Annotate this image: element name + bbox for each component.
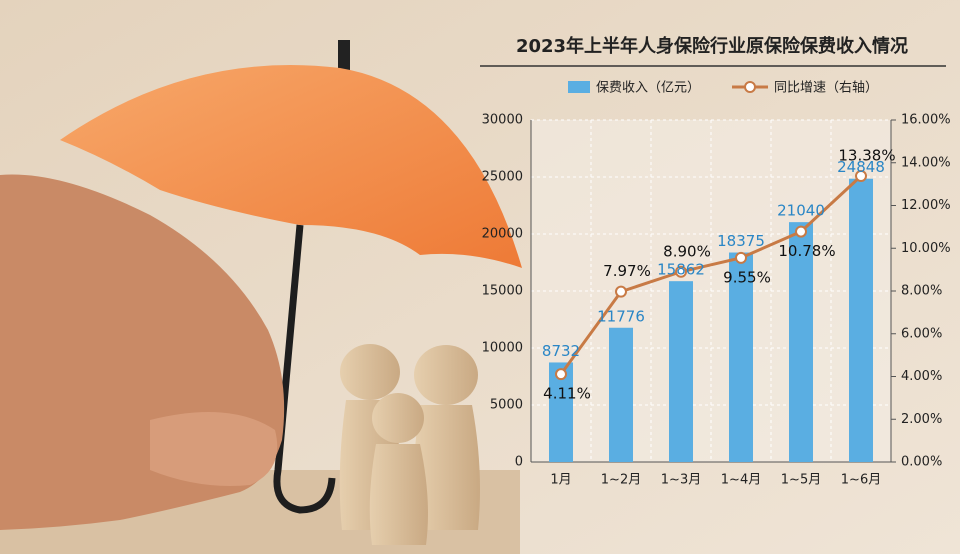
x-tick-label: 1~3月 bbox=[661, 473, 701, 488]
bar bbox=[609, 327, 633, 462]
y2-tick-label: 16.00% bbox=[901, 113, 951, 128]
x-tick-label: 1~4月 bbox=[721, 473, 761, 488]
y-tick-label: 30000 bbox=[482, 113, 523, 128]
x-tick-label: 1月 bbox=[550, 473, 571, 488]
value-label: 9.55% bbox=[723, 268, 771, 286]
value-label: 7.97% bbox=[603, 262, 651, 280]
marker bbox=[555, 368, 567, 381]
photo bbox=[0, 40, 522, 554]
bar bbox=[849, 178, 873, 463]
bar bbox=[729, 252, 753, 462]
figure-head bbox=[340, 344, 400, 400]
marker bbox=[795, 225, 807, 238]
y2-tick-label: 2.00% bbox=[901, 412, 942, 427]
thumb bbox=[150, 412, 278, 486]
value-label: 10.78% bbox=[778, 242, 835, 260]
legend-swatch bbox=[568, 81, 590, 93]
y-tick-label: 0 bbox=[515, 455, 523, 470]
legend-swatch bbox=[744, 81, 757, 93]
value-label: 24848 bbox=[837, 158, 885, 176]
y2-tick-label: 12.00% bbox=[901, 198, 951, 213]
figure-head bbox=[372, 393, 424, 443]
bar bbox=[789, 222, 813, 462]
y2-tick-label: 14.00% bbox=[901, 155, 951, 170]
value-label: 4.11% bbox=[543, 385, 591, 403]
marker bbox=[855, 170, 867, 183]
y-tick-label: 20000 bbox=[482, 227, 523, 242]
y-tick-label: 10000 bbox=[482, 341, 523, 356]
umbrella bbox=[60, 65, 522, 268]
line bbox=[559, 174, 863, 376]
figure-body bbox=[369, 444, 428, 545]
legend-label: 保费收入（亿元） bbox=[596, 81, 700, 96]
figure-body bbox=[413, 405, 480, 530]
y2-tick-label: 6.00% bbox=[901, 326, 942, 341]
x-tick-label: 1~6月 bbox=[841, 473, 881, 488]
value-label: 8.90% bbox=[663, 242, 711, 260]
y-tick-label: 25000 bbox=[482, 170, 523, 185]
legend-label: 同比增速（右轴） bbox=[774, 81, 878, 96]
chart-title: 2023年上半年人身保险行业原保险保费收入情况 bbox=[516, 35, 908, 57]
value-label: 21040 bbox=[777, 202, 825, 220]
value-label: 18375 bbox=[717, 232, 765, 250]
y2-tick-label: 4.00% bbox=[901, 369, 942, 384]
y-tick-label: 5000 bbox=[490, 398, 523, 413]
x-tick-label: 1~5月 bbox=[781, 473, 821, 488]
y-tick-label: 15000 bbox=[482, 284, 523, 299]
value-label: 8732 bbox=[542, 342, 580, 360]
marker bbox=[675, 265, 687, 278]
value-label: 13.38% bbox=[838, 147, 895, 165]
y2-tick-label: 0.00% bbox=[901, 455, 942, 470]
y2-tick-label: 8.00% bbox=[901, 284, 942, 299]
x-tick-label: 1~2月 bbox=[601, 473, 641, 488]
value-label: 11776 bbox=[597, 307, 645, 325]
marker bbox=[735, 251, 747, 264]
value-label: 15862 bbox=[657, 261, 705, 279]
y2-tick-label: 10.00% bbox=[901, 241, 951, 256]
umbrella-tip bbox=[338, 40, 350, 74]
figure-head bbox=[414, 345, 478, 405]
umbrella-handle bbox=[273, 224, 336, 514]
marker bbox=[615, 285, 627, 298]
bar bbox=[669, 281, 693, 462]
